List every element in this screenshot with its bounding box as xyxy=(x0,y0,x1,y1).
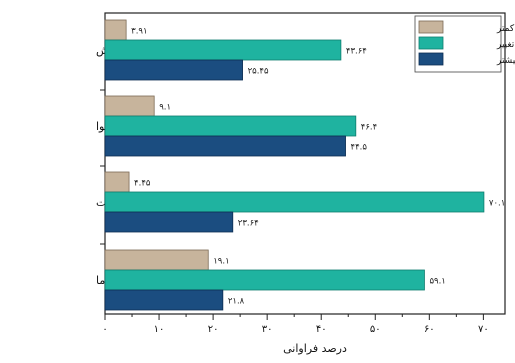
data-label: ۴.۴۵ xyxy=(134,179,151,189)
data-label: ۲۵.۴۵ xyxy=(248,67,269,77)
data-label: ۷۰.۱ xyxy=(489,199,505,209)
bar-less xyxy=(104,171,130,193)
data-label: ۳.۹۱ xyxy=(131,27,147,37)
data-label: ۲۳.۶۴ xyxy=(238,219,259,229)
x-tick-label: ۵۰ xyxy=(370,324,381,335)
legend-label: بیشتر xyxy=(496,56,515,66)
legend-label: بدون تغییر xyxy=(496,40,515,50)
x-tick-label: ۰ xyxy=(102,324,107,335)
x-tick-label: ۷۰ xyxy=(478,324,489,335)
bar-more xyxy=(104,211,234,233)
data-label: ۲۱.۸ xyxy=(228,297,245,307)
data-label: ۱۹.۱ xyxy=(213,257,229,267)
legend-swatch xyxy=(418,20,444,34)
x-tick-label: ۱۰ xyxy=(154,324,165,335)
data-label: ۴۴.۵ xyxy=(351,143,368,153)
bar-unchanged xyxy=(104,39,342,61)
bar-unchanged xyxy=(104,191,485,213)
bar-more xyxy=(104,59,243,81)
data-label: ۴۳.۶۴ xyxy=(346,47,367,57)
bar-more xyxy=(104,135,346,157)
x-axis-label: درصد فراوانی xyxy=(283,342,347,355)
bar-more xyxy=(104,289,224,311)
bar-less xyxy=(104,95,155,117)
plot-frame xyxy=(104,12,506,315)
legend-swatch xyxy=(418,36,444,50)
data-label: ۹.۱ xyxy=(159,103,171,113)
data-label: ۵۹.۱ xyxy=(429,277,445,287)
x-tick-label: ۳۰ xyxy=(262,324,273,335)
bar-less xyxy=(104,249,209,271)
legend-swatch xyxy=(418,52,444,66)
legend-label: کمتر xyxy=(496,24,515,34)
x-tick-label: ۴۰ xyxy=(316,324,327,335)
data-label: ۴۶.۴ xyxy=(361,123,377,133)
bar-unchanged xyxy=(104,269,425,291)
bar-less xyxy=(104,19,127,41)
x-tick-label: ۲۰ xyxy=(208,324,219,335)
bar-unchanged xyxy=(104,115,357,137)
x-tick-label: ۶۰ xyxy=(424,324,435,335)
